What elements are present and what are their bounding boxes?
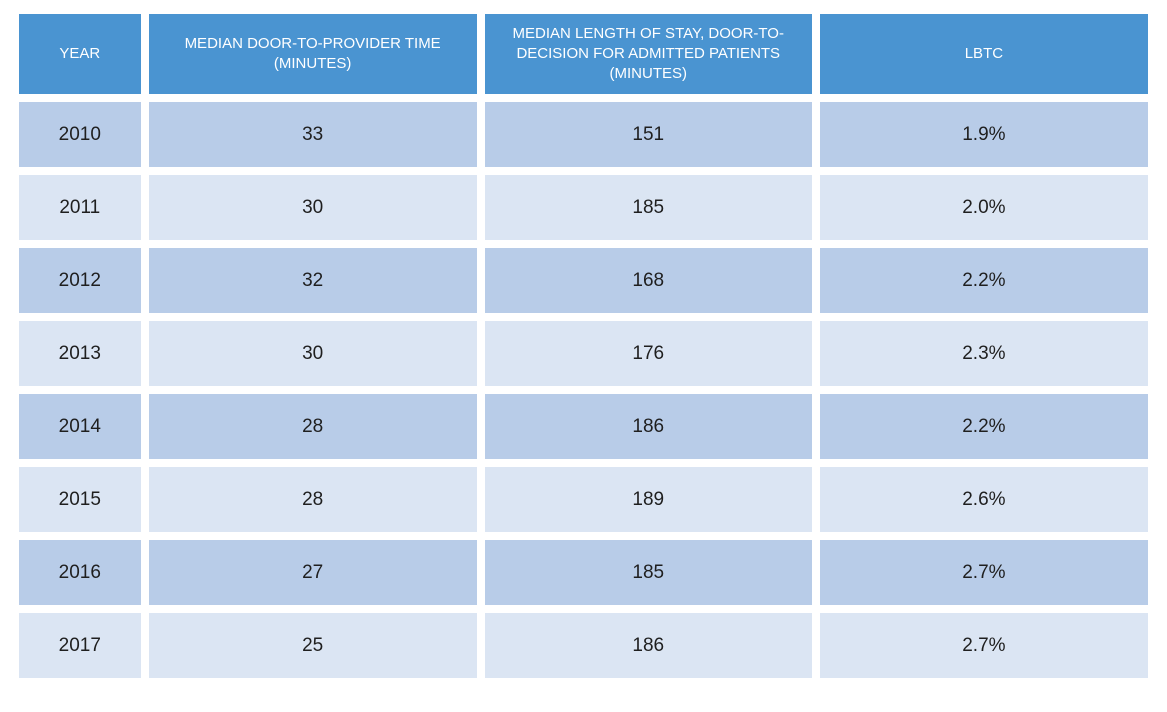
- cell-median-length-of-stay-door-to-decision: 186: [484, 394, 812, 459]
- cell-lbtc: 2.2%: [819, 394, 1148, 459]
- cell-lbtc: 2.7%: [819, 613, 1148, 678]
- column-header-median-door-to-provider-time: MEDIAN DOOR-TO-PROVIDER TIME (MINUTES): [148, 14, 477, 94]
- table-row-2012: 2012 32 168 2.2%: [19, 248, 1148, 313]
- cell-median-length-of-stay-door-to-decision: 185: [484, 175, 812, 240]
- cell-lbtc: 2.2%: [819, 248, 1148, 313]
- cell-lbtc: 2.7%: [819, 540, 1148, 605]
- table-row-2017: 2017 25 186 2.7%: [19, 613, 1148, 678]
- ed-metrics-table: YEAR MEDIAN DOOR-TO-PROVIDER TIME (MINUTE…: [11, 6, 1156, 686]
- cell-year: 2012: [19, 248, 141, 313]
- column-header-median-length-of-stay-door-to-decision: MEDIAN LENGTH OF STAY, DOOR-TO-DECISION …: [484, 14, 812, 94]
- table-row-2010: 2010 33 151 1.9%: [19, 102, 1148, 167]
- cell-year: 2010: [19, 102, 141, 167]
- cell-median-door-to-provider-time: 32: [148, 248, 477, 313]
- table-body: 2010 33 151 1.9% 2011 30 185 2.0% 2012 32 168 2.2% 2…: [19, 102, 1148, 678]
- cell-median-door-to-provider-time: 27: [148, 540, 477, 605]
- table-row-2011: 2011 30 185 2.0%: [19, 175, 1148, 240]
- cell-year: 2013: [19, 321, 141, 386]
- cell-lbtc: 2.3%: [819, 321, 1148, 386]
- cell-median-door-to-provider-time: 28: [148, 467, 477, 532]
- cell-median-length-of-stay-door-to-decision: 168: [484, 248, 812, 313]
- cell-median-length-of-stay-door-to-decision: 176: [484, 321, 812, 386]
- column-header-lbtc: LBTC: [819, 14, 1148, 94]
- cell-median-length-of-stay-door-to-decision: 185: [484, 540, 812, 605]
- cell-year: 2015: [19, 467, 141, 532]
- column-header-year: YEAR: [19, 14, 141, 94]
- cell-median-length-of-stay-door-to-decision: 151: [484, 102, 812, 167]
- table-row-2016: 2016 27 185 2.7%: [19, 540, 1148, 605]
- table-row-2014: 2014 28 186 2.2%: [19, 394, 1148, 459]
- table-header-row: YEAR MEDIAN DOOR-TO-PROVIDER TIME (MINUTE…: [19, 14, 1148, 94]
- cell-year: 2016: [19, 540, 141, 605]
- cell-year: 2011: [19, 175, 141, 240]
- cell-lbtc: 1.9%: [819, 102, 1148, 167]
- cell-median-length-of-stay-door-to-decision: 189: [484, 467, 812, 532]
- cell-median-door-to-provider-time: 30: [148, 175, 477, 240]
- cell-median-door-to-provider-time: 33: [148, 102, 477, 167]
- cell-lbtc: 2.0%: [819, 175, 1148, 240]
- cell-lbtc: 2.6%: [819, 467, 1148, 532]
- cell-median-door-to-provider-time: 25: [148, 613, 477, 678]
- table-row-2015: 2015 28 189 2.6%: [19, 467, 1148, 532]
- cell-median-door-to-provider-time: 28: [148, 394, 477, 459]
- cell-median-length-of-stay-door-to-decision: 186: [484, 613, 812, 678]
- table-row-2013: 2013 30 176 2.3%: [19, 321, 1148, 386]
- cell-year: 2017: [19, 613, 141, 678]
- cell-median-door-to-provider-time: 30: [148, 321, 477, 386]
- cell-year: 2014: [19, 394, 141, 459]
